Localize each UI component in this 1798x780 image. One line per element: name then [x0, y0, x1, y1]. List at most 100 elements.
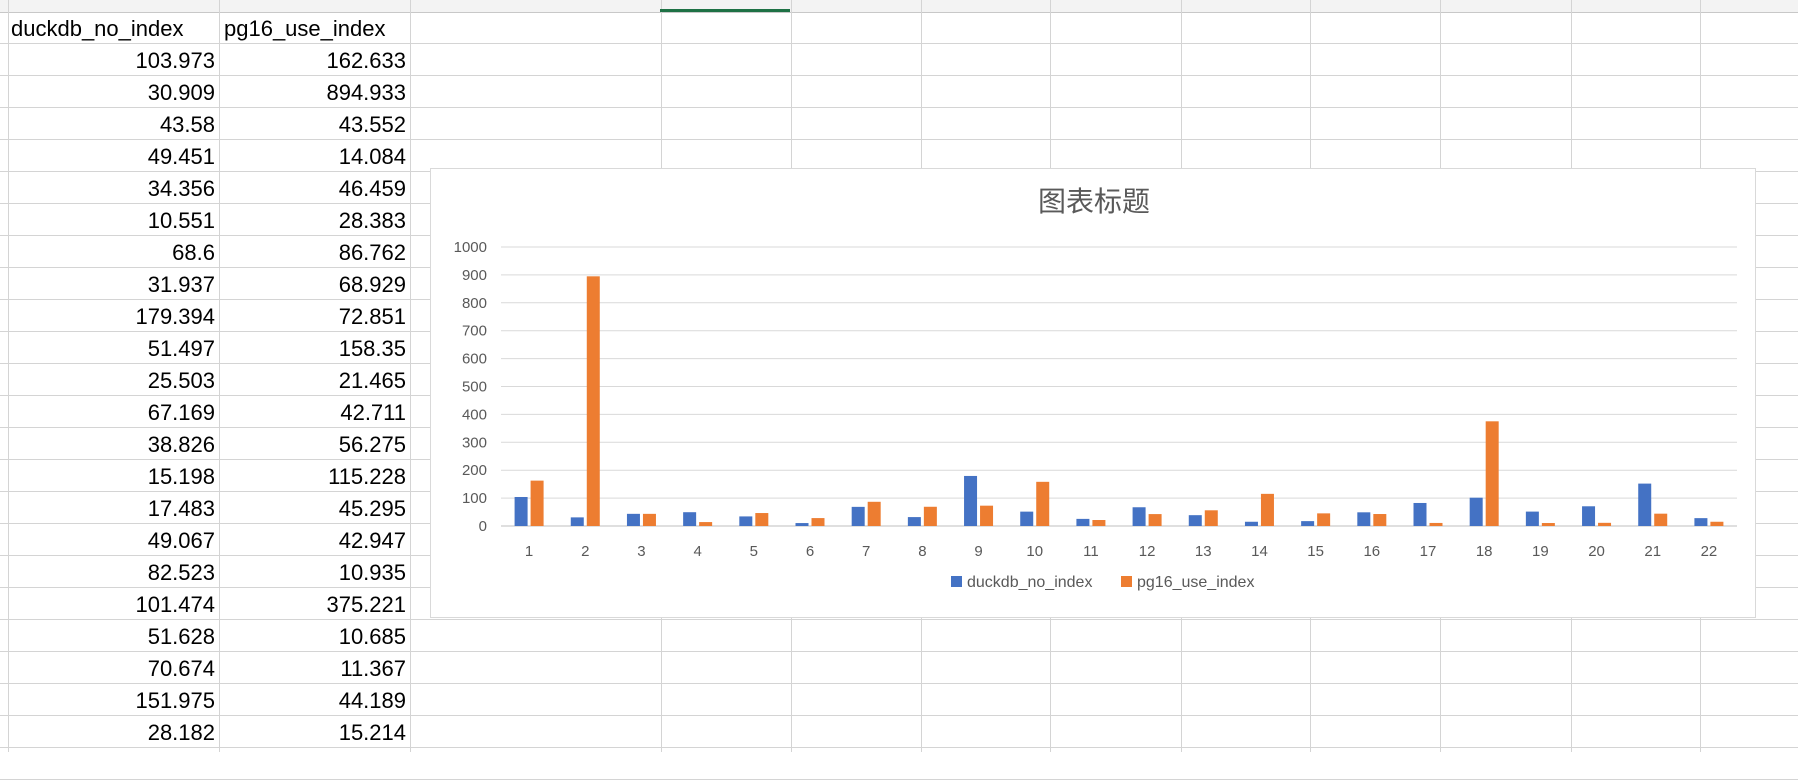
- bar-duckdb_no_index[interactable]: [1188, 515, 1202, 526]
- cell-pg16-use-index[interactable]: 115.228: [328, 464, 406, 489]
- cell-pg16-use-index[interactable]: 21.465: [338, 368, 406, 393]
- cell-pg16-use-index[interactable]: 14.084: [338, 144, 406, 169]
- bar-pg16_use_index[interactable]: [586, 276, 600, 526]
- cell-duckdb-no-index[interactable]: 30.909: [147, 80, 215, 105]
- x-tick-label: 22: [1701, 543, 1718, 560]
- cell-pg16-use-index[interactable]: 375.221: [326, 592, 406, 617]
- bar-duckdb_no_index[interactable]: [1525, 511, 1539, 526]
- bar-pg16_use_index[interactable]: [811, 518, 825, 526]
- cell-pg16-use-index[interactable]: 72.851: [338, 304, 406, 329]
- bar-pg16_use_index[interactable]: [1654, 513, 1668, 526]
- bar-duckdb_no_index[interactable]: [626, 513, 640, 526]
- bar-pg16_use_index[interactable]: [755, 513, 769, 526]
- bar-duckdb_no_index[interactable]: [1469, 497, 1483, 526]
- cell-duckdb-no-index[interactable]: 17.483: [147, 496, 215, 521]
- column-header-strip[interactable]: [0, 0, 1798, 13]
- cell-duckdb-no-index[interactable]: 49.451: [147, 144, 215, 169]
- cell-duckdb-no-index[interactable]: 10.551: [147, 208, 215, 233]
- bar-duckdb_no_index[interactable]: [739, 516, 753, 526]
- cell-pg16-use-index[interactable]: 42.947: [338, 528, 406, 553]
- cell-duckdb-no-index[interactable]: 82.523: [147, 560, 215, 585]
- bar-pg16_use_index[interactable]: [1710, 521, 1724, 526]
- bar-pg16_use_index[interactable]: [1092, 520, 1106, 526]
- bar-pg16_use_index[interactable]: [1485, 421, 1499, 526]
- bar-duckdb_no_index[interactable]: [1413, 502, 1427, 526]
- cell-pg16-use-index[interactable]: 45.295: [338, 496, 406, 521]
- bar-pg16_use_index[interactable]: [1541, 523, 1555, 526]
- row-gridline: [0, 747, 1798, 748]
- cell-duckdb-no-index[interactable]: 51.628: [147, 624, 215, 649]
- y-tick-label: 800: [462, 295, 487, 312]
- header-cell-pg16[interactable]: pg16_use_index: [224, 16, 386, 41]
- cell-duckdb-no-index[interactable]: 28.182: [147, 720, 215, 745]
- x-tick-label: 1: [525, 543, 533, 560]
- cell-duckdb-no-index[interactable]: 67.169: [147, 400, 215, 425]
- cell-duckdb-no-index[interactable]: 43.58: [159, 112, 215, 137]
- cell-duckdb-no-index[interactable]: 25.503: [147, 368, 215, 393]
- bar-pg16_use_index[interactable]: [1148, 514, 1162, 526]
- x-tick-label: 17: [1420, 543, 1437, 560]
- cell-duckdb-no-index[interactable]: 70.674: [147, 656, 215, 681]
- cell-duckdb-no-index[interactable]: 15.198: [147, 464, 215, 489]
- cell-duckdb-no-index[interactable]: 51.497: [147, 336, 215, 361]
- cell-duckdb-no-index[interactable]: 34.356: [147, 176, 215, 201]
- cell-pg16-use-index[interactable]: 158.35: [338, 336, 406, 361]
- bar-duckdb_no_index[interactable]: [1301, 521, 1315, 526]
- cell-pg16-use-index[interactable]: 28.383: [338, 208, 406, 233]
- bar-duckdb_no_index[interactable]: [1694, 518, 1708, 526]
- bar-duckdb_no_index[interactable]: [1638, 483, 1652, 526]
- bar-pg16_use_index[interactable]: [1429, 522, 1443, 526]
- header-cell-duckdb[interactable]: duckdb_no_index: [11, 16, 184, 41]
- cell-pg16-use-index[interactable]: 894.933: [326, 80, 406, 105]
- bar-pg16_use_index[interactable]: [1373, 514, 1387, 526]
- bar-duckdb_no_index[interactable]: [1132, 507, 1146, 526]
- cell-duckdb-no-index[interactable]: 101.474: [135, 592, 215, 617]
- bar-duckdb_no_index[interactable]: [1582, 506, 1596, 526]
- cell-pg16-use-index[interactable]: 86.762: [338, 240, 406, 265]
- bar-pg16_use_index[interactable]: [699, 522, 713, 526]
- cell-duckdb-no-index[interactable]: 49.067: [147, 528, 215, 553]
- cell-pg16-use-index[interactable]: 46.459: [338, 176, 406, 201]
- cell-pg16-use-index[interactable]: 11.367: [340, 656, 406, 681]
- cell-duckdb-no-index[interactable]: 31.937: [147, 272, 215, 297]
- bar-duckdb_no_index[interactable]: [1357, 512, 1371, 526]
- cell-pg16-use-index[interactable]: 56.275: [338, 432, 406, 457]
- bar-duckdb_no_index[interactable]: [795, 523, 809, 526]
- bar-pg16_use_index[interactable]: [642, 513, 656, 526]
- bar-duckdb_no_index[interactable]: [514, 496, 528, 526]
- cell-pg16-use-index[interactable]: 162.633: [326, 48, 406, 73]
- cell-pg16-use-index[interactable]: 15.214: [338, 720, 406, 745]
- row-gridline: [0, 683, 1798, 684]
- bar-pg16_use_index[interactable]: [1036, 481, 1050, 526]
- bar-duckdb_no_index[interactable]: [570, 517, 584, 526]
- cell-duckdb-no-index[interactable]: 68.6: [172, 240, 215, 265]
- bar-pg16_use_index[interactable]: [1317, 513, 1331, 526]
- bar-duckdb_no_index[interactable]: [964, 475, 978, 526]
- cell-pg16-use-index[interactable]: 68.929: [338, 272, 406, 297]
- cell-duckdb-no-index[interactable]: 179.394: [135, 304, 215, 329]
- bar-duckdb_no_index[interactable]: [1020, 511, 1034, 526]
- cell-duckdb-no-index[interactable]: 38.826: [147, 432, 215, 457]
- cell-duckdb-no-index[interactable]: 103.973: [135, 48, 215, 73]
- cell-pg16-use-index[interactable]: 10.935: [338, 560, 406, 585]
- cell-pg16-use-index[interactable]: 42.711: [340, 400, 406, 425]
- bar-pg16_use_index[interactable]: [530, 480, 544, 526]
- bar-pg16_use_index[interactable]: [1204, 510, 1218, 526]
- bar-pg16_use_index[interactable]: [923, 506, 937, 526]
- bar-duckdb_no_index[interactable]: [683, 512, 697, 526]
- cell-pg16-use-index[interactable]: 10.685: [338, 624, 406, 649]
- bar-duckdb_no_index[interactable]: [1244, 521, 1258, 526]
- cell-duckdb-no-index[interactable]: 151.975: [135, 688, 215, 713]
- cell-pg16-use-index[interactable]: 43.552: [338, 112, 406, 137]
- x-tick-label: 12: [1139, 543, 1156, 560]
- bar-duckdb_no_index[interactable]: [1076, 518, 1090, 526]
- bar-duckdb_no_index[interactable]: [907, 517, 921, 526]
- cell-pg16-use-index[interactable]: 44.189: [338, 688, 406, 713]
- bar-pg16_use_index[interactable]: [980, 505, 994, 526]
- bar-pg16_use_index[interactable]: [1260, 493, 1274, 526]
- bar-pg16_use_index[interactable]: [1598, 522, 1612, 526]
- bar-pg16_use_index[interactable]: [867, 501, 881, 526]
- bar-duckdb_no_index[interactable]: [851, 506, 865, 526]
- x-tick-label: 9: [974, 543, 982, 560]
